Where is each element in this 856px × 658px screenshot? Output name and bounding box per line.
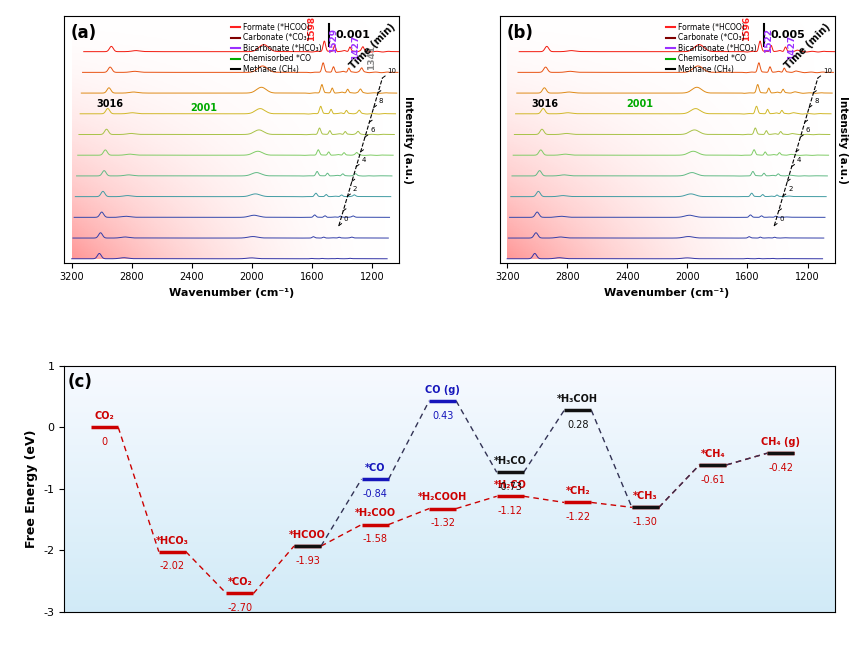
Text: CH₄ (g): CH₄ (g) (761, 437, 800, 447)
Text: 6: 6 (805, 128, 810, 134)
Y-axis label: Intensity (a.u.): Intensity (a.u.) (403, 95, 413, 184)
Text: 1596: 1596 (742, 16, 752, 41)
Text: 8: 8 (378, 98, 383, 104)
Text: 3016: 3016 (96, 99, 123, 109)
Y-axis label: Intensity (a.u.): Intensity (a.u.) (839, 95, 848, 184)
Text: *CH₄: *CH₄ (701, 449, 725, 459)
Text: 0.005: 0.005 (771, 30, 805, 40)
Text: *H₃COH: *H₃COH (557, 394, 598, 404)
Text: 1427: 1427 (351, 35, 360, 60)
Y-axis label: Free Energy (eV): Free Energy (eV) (25, 430, 38, 548)
Text: 6: 6 (370, 128, 375, 134)
Text: 2: 2 (788, 186, 793, 192)
Text: -0.61: -0.61 (700, 475, 725, 485)
Text: *CH₂: *CH₂ (566, 486, 590, 496)
Text: *H₂COOH: *H₂COOH (418, 492, 467, 503)
Text: CO₂: CO₂ (95, 411, 115, 421)
Text: 4: 4 (361, 157, 366, 163)
Text: 1522: 1522 (764, 28, 774, 53)
X-axis label: Wavenumber (cm⁻¹): Wavenumber (cm⁻¹) (604, 288, 730, 298)
Text: *CH₃: *CH₃ (633, 492, 657, 501)
Text: -2.02: -2.02 (160, 561, 185, 572)
Text: *H₂CO: *H₂CO (494, 480, 526, 490)
Text: 10: 10 (823, 68, 832, 74)
Text: *H₃CO: *H₃CO (494, 456, 526, 466)
Text: *HCOO: *HCOO (289, 530, 326, 540)
Text: 2001: 2001 (191, 103, 217, 113)
Text: (a): (a) (71, 24, 97, 42)
Text: 2001: 2001 (626, 99, 653, 109)
Text: 8: 8 (814, 98, 818, 104)
Text: 1427: 1427 (787, 35, 795, 60)
Text: -0.42: -0.42 (768, 463, 793, 473)
Text: -1.32: -1.32 (431, 519, 455, 528)
Text: 1529: 1529 (329, 28, 338, 53)
Text: Time (min): Time (min) (348, 21, 397, 70)
Legend: Formate (*HCOO), Carbonate (*CO₃), Bicarbonate (*HCO₃), Chemisorbed *CO, Methane: Formate (*HCOO), Carbonate (*CO₃), Bicar… (231, 23, 322, 74)
Text: (b): (b) (507, 24, 533, 42)
Text: *HCO₃: *HCO₃ (156, 536, 189, 545)
Text: 0: 0 (102, 437, 108, 447)
Text: 4: 4 (797, 157, 801, 163)
Text: -0.73: -0.73 (497, 482, 523, 492)
Text: CO (g): CO (g) (425, 385, 460, 395)
Text: 0: 0 (779, 216, 784, 222)
Text: 3016: 3016 (532, 99, 558, 109)
Text: -1.58: -1.58 (363, 534, 388, 544)
Text: (c): (c) (68, 373, 93, 392)
Text: *CO₂: *CO₂ (228, 577, 253, 588)
Text: -1.12: -1.12 (497, 506, 523, 516)
Text: *H₂COO: *H₂COO (354, 509, 395, 519)
Text: 0.001: 0.001 (336, 30, 371, 40)
Text: 1598: 1598 (307, 16, 316, 41)
Text: -0.84: -0.84 (363, 489, 388, 499)
Text: 0.28: 0.28 (567, 420, 589, 430)
Text: Time (min): Time (min) (783, 21, 833, 70)
Text: -1.30: -1.30 (633, 517, 657, 527)
Text: 1341: 1341 (367, 45, 376, 70)
Legend: Formate (*HCOO), Carbonate (*CO₃), Bicarbonate (*HCO₃), Chemisorbed *CO, Methane: Formate (*HCOO), Carbonate (*CO₃), Bicar… (666, 23, 757, 74)
Text: 0.43: 0.43 (432, 411, 454, 420)
X-axis label: Wavenumber (cm⁻¹): Wavenumber (cm⁻¹) (169, 288, 294, 298)
Text: 0: 0 (344, 216, 348, 222)
Text: *CO: *CO (365, 463, 385, 473)
Text: -1.93: -1.93 (295, 556, 320, 566)
Text: -1.22: -1.22 (565, 513, 591, 522)
Text: 10: 10 (388, 68, 396, 74)
Text: 2: 2 (353, 186, 357, 192)
Text: -2.70: -2.70 (228, 603, 253, 613)
